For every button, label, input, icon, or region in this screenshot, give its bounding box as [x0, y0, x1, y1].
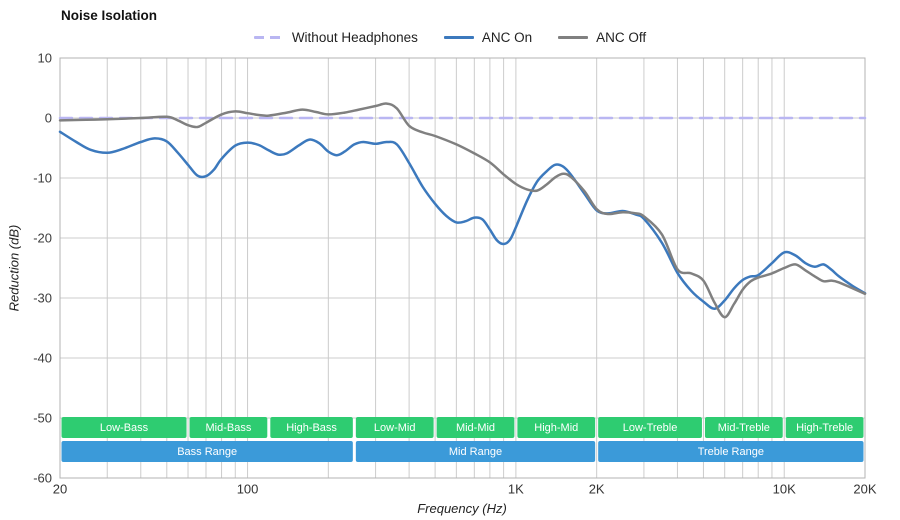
chart-title: Noise Isolation [61, 8, 158, 23]
sub-band-label: Mid-Bass [205, 422, 251, 434]
legend: Without Headphones ANC On ANC Off [0, 30, 900, 45]
sub-band-box [189, 417, 268, 438]
legend-item-anc-on: ANC On [443, 30, 533, 45]
sub-band-box [598, 417, 702, 438]
x-tick-label: 20K [853, 482, 876, 497]
sub-band-box [436, 417, 515, 438]
y-tick-label: -40 [33, 351, 52, 366]
legend-swatch-0 [253, 36, 284, 39]
plot-border [59, 57, 866, 479]
x-tick-label: 1K [508, 482, 524, 497]
sub-band-box [355, 417, 434, 438]
legend-label: ANC On [481, 30, 533, 45]
x-tick-label: 10K [773, 482, 796, 497]
sub-band-box [61, 417, 187, 438]
y-tick-label: 0 [45, 111, 52, 126]
x-tick-label: 2K [589, 482, 605, 497]
y-tick-label: -10 [33, 171, 52, 186]
sub-band-label: Mid-Treble [718, 422, 770, 434]
series-line-anc-off [58, 102, 867, 319]
sub-band-label: Low-Treble [623, 422, 678, 434]
legend-item-without-headphones: Without Headphones [253, 30, 418, 45]
sub-band-label: High-Treble [796, 422, 853, 434]
legend-swatch-2 [558, 36, 589, 39]
series-line-anc-on [58, 130, 867, 311]
sub-band-label: Mid-Mid [456, 422, 495, 434]
main-band-box [598, 441, 864, 462]
main-band-box [61, 441, 353, 462]
frequency-range-bands: Low-Bass Mid-Bass High-Bass Low-Mid Mid-Mid H… [61, 417, 864, 462]
sub-band-label: Low-Mid [374, 422, 416, 434]
main-band-box [355, 441, 596, 462]
x-tick-label: 100 [237, 482, 259, 497]
sub-band-box [517, 417, 596, 438]
y-tick-label: -20 [33, 231, 52, 246]
sub-band-label: Low-Bass [100, 422, 149, 434]
y-tick-label: -30 [33, 291, 52, 306]
sub-band-box [785, 417, 864, 438]
legend-label: ANC Off [596, 30, 647, 45]
sub-band-label: High-Mid [534, 422, 578, 434]
main-band-label: Bass Range [177, 446, 237, 458]
legend-item-anc-off: ANC Off [558, 30, 646, 45]
legend-label: Without Headphones [291, 30, 418, 45]
sub-band-box [270, 417, 353, 438]
y-tick-label: 10 [38, 51, 52, 66]
y-tick-label: -50 [33, 411, 52, 426]
x-axis-title: Frequency (Hz) [417, 501, 507, 516]
main-band-label: Treble Range [698, 446, 764, 458]
main-band-label: Mid Range [449, 446, 502, 458]
y-axis-title: Reduction (dB) [6, 224, 22, 312]
y-tick-label: -60 [33, 471, 52, 486]
sub-band-label: High-Bass [286, 422, 337, 434]
data-series [58, 102, 867, 319]
gridlines [59, 57, 866, 479]
sub-band-box [704, 417, 783, 438]
x-tick-label: 20 [53, 482, 67, 497]
legend-swatch-1 [443, 36, 474, 39]
